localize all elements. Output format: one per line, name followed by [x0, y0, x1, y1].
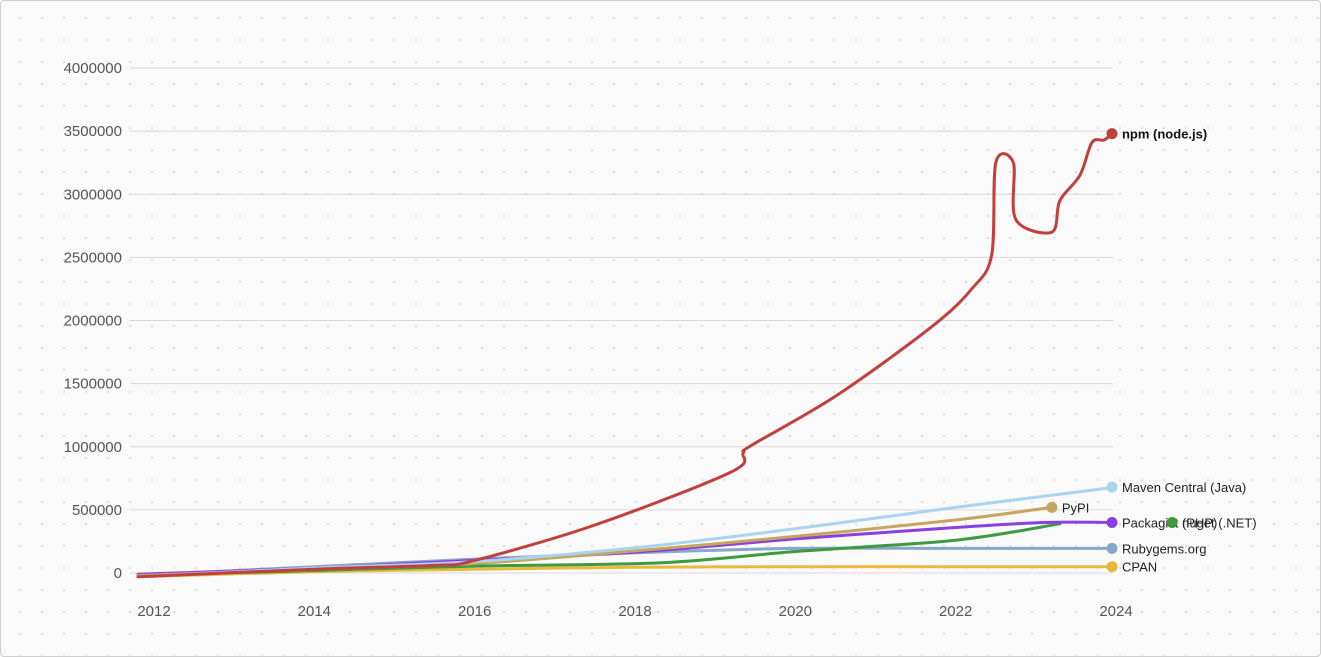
x-tick-label: 2020 [779, 603, 812, 620]
grid-lines [130, 67, 1113, 574]
x-tick-label: 2024 [1099, 603, 1132, 620]
end-marker-maven-central-java[interactable] [1106, 481, 1118, 493]
end-marker-packagist-php[interactable] [1106, 517, 1118, 528]
end-label-rubygems-org: Rubygems.org [1122, 541, 1207, 556]
end-label-pypi: PyPI [1062, 500, 1089, 515]
end-marker-rubygems-org[interactable] [1106, 542, 1118, 554]
y-tick-label: 2500000 [64, 249, 122, 266]
x-tick-label: 2022 [939, 603, 972, 620]
end-marker-cpan[interactable] [1106, 561, 1118, 573]
x-axis: 2012 2014 2016 2018 2020 2022 2024 [137, 603, 1132, 620]
end-label-nuget-net: nuget (.NET) [1182, 516, 1256, 531]
end-marker-nuget-net[interactable] [1166, 517, 1178, 528]
series-line-npm-node-js [136, 132, 1114, 579]
y-tick-label: 4000000 [64, 60, 122, 77]
y-tick-label: 2000000 [64, 313, 122, 330]
y-axis: 0 500000 1000000 1500000 2000000 2500000 30000… [64, 60, 122, 582]
y-tick-label: 1500000 [64, 376, 122, 393]
y-tick-label: 3500000 [64, 123, 122, 140]
y-tick-label: 3000000 [64, 186, 122, 203]
end-label-npm-node-js: npm (node.js) [1122, 127, 1207, 142]
y-tick-label: 0 [114, 565, 122, 582]
end-marker-pypi[interactable] [1046, 501, 1058, 513]
y-tick-label: 1000000 [64, 439, 122, 456]
y-tick-label: 500000 [72, 502, 122, 519]
series-end-labels: npm (node.js)Maven Central (Java)PyPIPac… [1046, 127, 1257, 575]
x-tick-label: 2016 [458, 603, 491, 620]
x-tick-label: 2018 [618, 603, 651, 620]
x-tick-label: 2012 [137, 603, 170, 620]
x-tick-label: 2014 [298, 603, 331, 620]
series-lines [136, 132, 1118, 579]
end-label-maven-central-java: Maven Central (Java) [1122, 480, 1246, 495]
end-marker-npm-node-js[interactable] [1106, 128, 1118, 140]
end-label-cpan: CPAN [1122, 560, 1157, 575]
